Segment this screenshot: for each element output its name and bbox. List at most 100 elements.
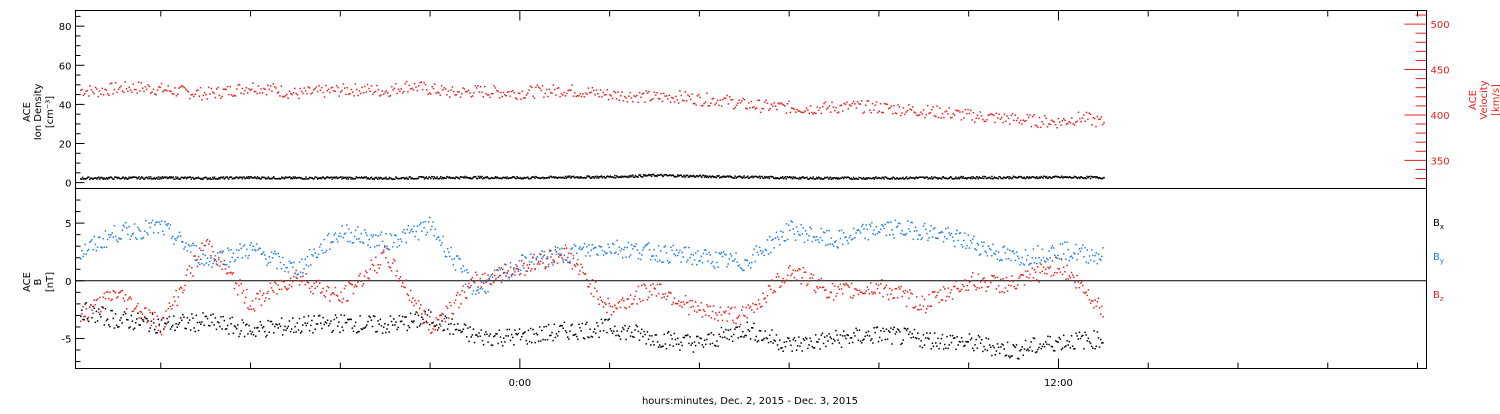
velocity-point (222, 88, 225, 90)
b-by-point (177, 235, 180, 238)
b-bz-point (987, 285, 990, 288)
b-bz-point (618, 300, 621, 303)
b-bx-point (939, 342, 942, 345)
b-bz-point (626, 298, 628, 300)
b-bz-point (262, 292, 265, 295)
velocity-point (220, 97, 222, 99)
density-point (1026, 176, 1028, 178)
b-by-point (380, 231, 383, 233)
velocity-point (1042, 123, 1045, 125)
b-by-point (652, 255, 654, 257)
b-bx-point (877, 340, 880, 343)
b-bx-point (550, 334, 552, 337)
density-point (398, 177, 401, 180)
b-bz-point (884, 286, 887, 289)
b-by-point (520, 254, 523, 256)
velocity-point (201, 99, 203, 101)
b-bz-point (597, 298, 599, 300)
velocity-point (904, 113, 906, 116)
b-bx-point (628, 325, 631, 328)
velocity-point (347, 93, 350, 95)
b-bx-point (92, 305, 94, 308)
b-by-point (334, 232, 337, 234)
velocity-point (1015, 119, 1018, 122)
density-point (259, 178, 262, 180)
density-point (295, 177, 297, 180)
b-bz-point (563, 247, 566, 250)
b-bz-point (356, 285, 358, 288)
velocity-point (737, 102, 739, 105)
b-by-point (923, 222, 926, 225)
velocity-point (545, 88, 548, 91)
b-by-point (421, 230, 423, 232)
density-point (402, 177, 404, 179)
velocity-point (887, 107, 890, 110)
density-point (790, 177, 792, 179)
b-bz-point (764, 297, 766, 299)
b-bz-point (340, 291, 342, 293)
velocity-point (424, 83, 427, 86)
velocity-point (342, 83, 345, 85)
b-bx-point (449, 333, 451, 335)
density-point (981, 177, 983, 179)
density-point (742, 176, 744, 179)
density-point (220, 176, 222, 179)
b-bx-point (911, 332, 913, 335)
density-point (578, 176, 580, 178)
velocity-point (1057, 117, 1060, 120)
b-bx-point (125, 318, 128, 321)
b-bx-point (1050, 345, 1053, 348)
density-point (300, 177, 303, 179)
b-bz-point (703, 310, 706, 313)
b-by-point (1088, 255, 1091, 257)
b-bz-point (790, 274, 792, 277)
legend-bx: Bx (1433, 218, 1444, 231)
density-point (818, 177, 821, 179)
b-bz-point (379, 263, 382, 266)
b-bx-point (174, 329, 176, 331)
density-point (594, 176, 596, 178)
density-point (111, 177, 113, 180)
velocity-point (116, 91, 118, 94)
density-point (960, 175, 963, 178)
b-bz-point (748, 307, 751, 309)
b-by-point (274, 250, 276, 253)
density-point (86, 177, 88, 179)
b-bz-point (387, 261, 389, 264)
density-point (711, 175, 713, 178)
velocity-point (249, 89, 252, 91)
b-bx-point (946, 335, 948, 338)
b-bz-point (821, 286, 824, 289)
b-by-point (992, 243, 994, 246)
b-bx-point (684, 334, 687, 337)
density-point (93, 177, 95, 180)
b-bz-point (231, 273, 233, 275)
density-point (351, 176, 353, 179)
b-bx-point (718, 333, 720, 336)
b-bz-point (1068, 275, 1071, 277)
b-bx-point (1038, 346, 1040, 349)
velocity-point (920, 111, 922, 113)
density-point (324, 178, 326, 180)
density-point (431, 176, 434, 178)
b-bz-point (183, 289, 185, 291)
density-point (1061, 175, 1063, 178)
b-by-point (596, 253, 598, 256)
b-by-point (774, 237, 777, 239)
density-point (808, 177, 811, 180)
b-bx-point (271, 323, 274, 325)
b-bz-point (1093, 307, 1095, 309)
density-point (652, 173, 655, 176)
b-bx-point (259, 320, 262, 323)
b-bz-point (229, 272, 231, 274)
b-bz-point (507, 270, 510, 272)
b-bx-point (308, 329, 311, 332)
velocity-point (311, 91, 314, 94)
b-by-point (726, 265, 728, 268)
b-bx-point (935, 342, 937, 344)
density-point (595, 175, 597, 178)
b-by-point (688, 246, 690, 249)
b-bz-point (133, 308, 136, 310)
b-bx-point (657, 346, 660, 348)
b-bx-point (864, 335, 866, 338)
